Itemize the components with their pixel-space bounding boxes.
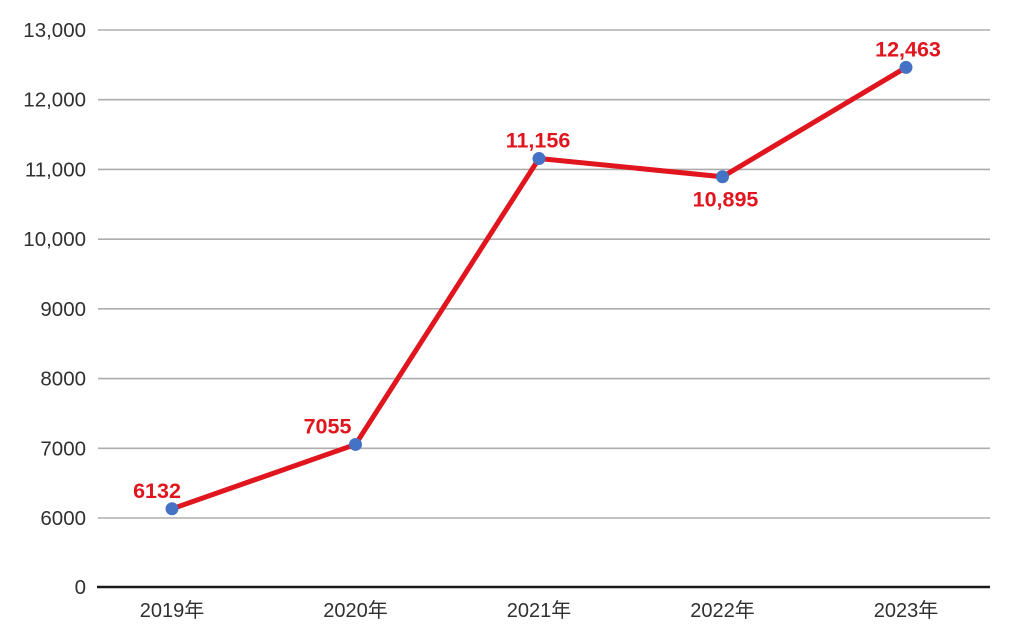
y-tick-label: 11,000 <box>25 158 86 181</box>
y-tick-label: 7000 <box>40 437 86 460</box>
data-point-label: 11,156 <box>506 129 571 153</box>
data-point-label: 12,463 <box>875 37 941 61</box>
x-axis-label: 2021年 <box>507 599 572 622</box>
data-point-label: 10,895 <box>693 188 759 212</box>
data-point-marker <box>165 502 179 516</box>
data-point-marker <box>899 60 913 74</box>
y-tick-label: 12,000 <box>23 89 86 112</box>
data-point-marker <box>716 170 729 184</box>
data-point-marker <box>532 152 546 166</box>
x-axis-label: 2019年 <box>140 599 205 622</box>
y-tick-label: 6000 <box>40 507 86 530</box>
y-tick-label: 13,000 <box>23 19 86 42</box>
data-point-label: 6132 <box>133 479 181 503</box>
x-axis-label: 2020年 <box>323 599 388 622</box>
y-tick-label: 0 <box>75 576 86 599</box>
y-tick-label: 10,000 <box>23 228 86 251</box>
x-axis-label: 2023年 <box>874 599 939 622</box>
y-tick-label: 8000 <box>40 368 86 391</box>
x-axis-label: 2022年 <box>690 599 755 622</box>
data-point-label: 7055 <box>304 414 352 438</box>
y-tick-label: 9000 <box>40 298 86 321</box>
data-point-marker <box>349 437 362 451</box>
